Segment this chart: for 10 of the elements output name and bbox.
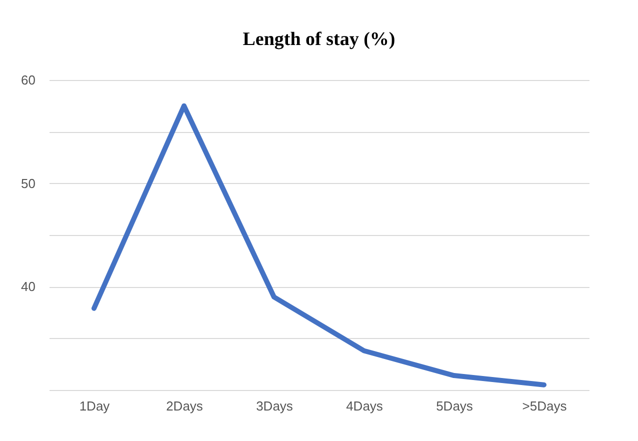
x-tick-label: 3Days bbox=[256, 398, 294, 414]
y-tick-label: 40 bbox=[21, 279, 36, 294]
y-tick-label: 50 bbox=[21, 176, 36, 191]
x-tick-label: 2Days bbox=[166, 398, 204, 414]
x-tick-label: >5Days bbox=[522, 398, 568, 414]
x-tick-label: 1Day bbox=[79, 398, 110, 414]
y-tick-label: 60 bbox=[21, 72, 36, 88]
chart-title: Length of stay (%) bbox=[242, 29, 396, 50]
x-tick-label: 4Days bbox=[346, 398, 384, 414]
x-tick-label: 5Days bbox=[436, 398, 474, 414]
